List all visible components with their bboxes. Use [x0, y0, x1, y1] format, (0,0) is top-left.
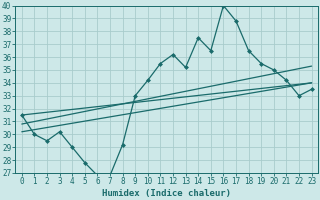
X-axis label: Humidex (Indice chaleur): Humidex (Indice chaleur) — [102, 189, 231, 198]
